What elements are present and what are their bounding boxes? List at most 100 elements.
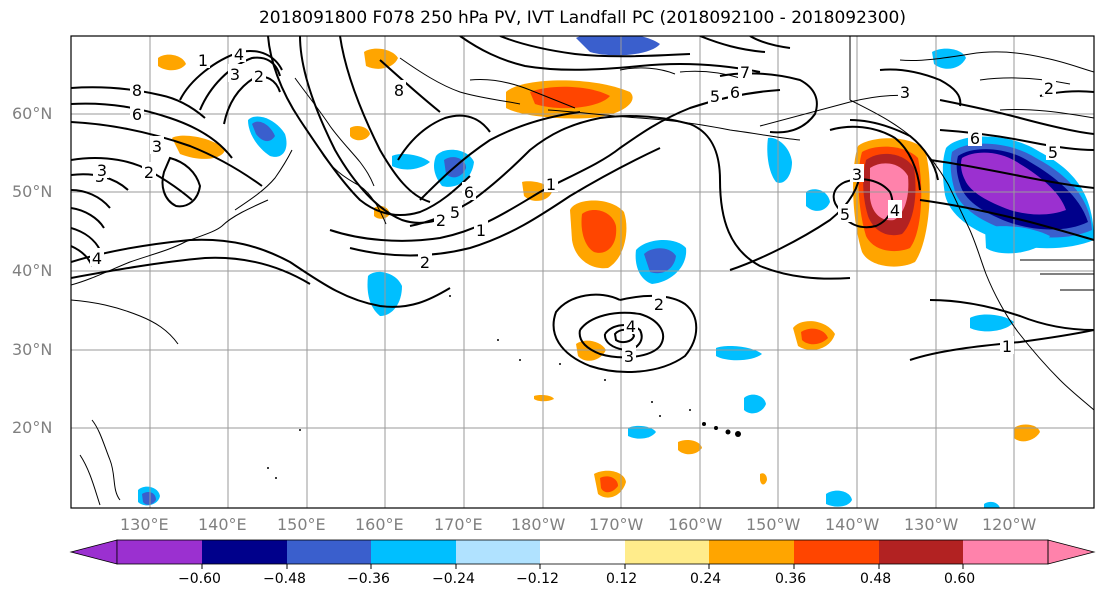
colorbar-bin: [287, 540, 371, 564]
contour-label: 2: [654, 295, 664, 314]
colorbar: [69, 539, 1096, 569]
positive-anomaly-patch: [172, 135, 225, 159]
contour-label: 6: [970, 129, 980, 148]
longitude-label: 160°E: [355, 515, 404, 534]
contour-label: 4: [234, 45, 244, 64]
negative-anomaly-patch: [767, 137, 792, 183]
negative-anomaly-patch: [826, 490, 852, 507]
longitude-label: 180°W: [511, 515, 566, 534]
contour-label: 4: [626, 317, 636, 336]
positive-anomaly-patch: [678, 440, 702, 455]
contour-label: 8: [394, 81, 404, 100]
map-frame: [70, 35, 1095, 509]
colorbar-bin: [879, 540, 963, 564]
contour-label: 5: [450, 203, 460, 222]
contour-label: 1: [476, 221, 486, 240]
latitude-label: 30°N: [12, 340, 53, 359]
contour-label: 3: [624, 347, 634, 366]
longitude-label: 120°W: [982, 515, 1037, 534]
contour-label: 4: [92, 249, 102, 268]
colorbar-tick-label: −0.12: [516, 571, 559, 587]
longitude-label: 160°W: [668, 515, 723, 534]
contour-label: 2: [254, 67, 264, 86]
longitude-label: 150°E: [277, 515, 326, 534]
colorbar-bin: [540, 540, 625, 564]
longitude-label: 140°W: [825, 515, 880, 534]
longitude-label: 130°E: [120, 515, 169, 534]
colorbar-over-arrow: [1047, 539, 1096, 565]
positive-anomaly-patch: [158, 54, 186, 71]
negative-anomaly-patch: [985, 226, 1050, 254]
negative-anomaly-patch: [744, 394, 766, 414]
contour-label: 1: [1002, 337, 1012, 356]
longitude-label: 150°W: [746, 515, 801, 534]
longitude-label: 170°W: [589, 515, 644, 534]
contour-label: 3: [152, 137, 162, 156]
positive-anomaly-patch: [534, 395, 554, 402]
negative-anomaly-patch: [970, 314, 1014, 332]
latitude-label: 20°N: [12, 418, 53, 437]
colorbar-tick-label: 0.36: [775, 571, 807, 587]
contour-label: 2: [1044, 79, 1054, 98]
islands: [267, 295, 741, 479]
negative-anomaly-patch: [932, 48, 966, 69]
latitude-label: 60°N: [12, 104, 53, 123]
positive-anomaly-patch: [350, 126, 370, 141]
contour-label: 3: [230, 65, 240, 84]
colorbar-bin: [963, 540, 1048, 564]
colorbar-tick-label: 0.12: [606, 571, 638, 587]
contour-label: 2: [144, 163, 154, 182]
positive-anomaly-patch: [801, 328, 828, 345]
negative-anomaly-patch: [576, 36, 660, 56]
colorbar-tick-label: 0.48: [860, 571, 892, 587]
colorbar-tick-label: −0.24: [432, 571, 475, 587]
negative-anomaly-patch: [644, 248, 676, 274]
longitude-label: 170°E: [434, 515, 483, 534]
contour-label: 3: [97, 161, 107, 180]
negative-anomaly-patch: [628, 425, 656, 439]
longitude-label: 130°W: [904, 515, 959, 534]
colorbar-tick-label: −0.48: [263, 571, 306, 587]
contour-label: 5: [840, 205, 850, 224]
positive-anomaly-patch: [600, 476, 618, 493]
colorbar-bin: [371, 540, 456, 564]
negative-anomaly-patch: [806, 189, 830, 211]
colorbar-tick-label: −0.36: [347, 571, 390, 587]
contour-label: 3: [852, 165, 862, 184]
contour-label: 4: [890, 201, 900, 220]
contour-label: 8: [132, 81, 142, 100]
negative-anomaly-patch: [392, 154, 430, 170]
negative-anomaly-patch: [984, 501, 1000, 508]
contour-label: 6: [730, 83, 740, 102]
positive-anomaly-patch: [760, 473, 767, 485]
contour-label: 6: [132, 105, 142, 124]
pv-anomaly-shading: [138, 36, 1094, 508]
figure-title: 2018091800 F078 250 hPa PV, IVT Landfall…: [258, 8, 906, 28]
colorbar-tick-label: 0.24: [690, 571, 722, 587]
contour-label: 1: [546, 175, 556, 194]
contour-label-group: 8 6 3 4 2 3 5 4 3 2 8 1 6 5: [90, 44, 1060, 366]
positive-anomaly-patch: [1014, 424, 1040, 442]
colorbar-bin: [456, 540, 540, 564]
latitude-label: 50°N: [12, 182, 53, 201]
contour-label: 7: [740, 63, 750, 82]
positive-anomaly-patch: [530, 86, 610, 109]
contour-label: 2: [436, 211, 446, 230]
colorbar-tick-label: −0.60: [178, 571, 221, 587]
contour-label: 2: [420, 253, 430, 272]
positive-anomaly-patch: [364, 48, 398, 69]
negative-anomaly-patch: [252, 121, 275, 142]
latitude-label: 40°N: [12, 261, 53, 280]
contour-label: 5: [1048, 143, 1058, 162]
negative-anomaly-patch: [142, 492, 156, 505]
colorbar-tick-label: 0.60: [944, 571, 976, 587]
contour-label: 1: [198, 51, 208, 70]
contour-label: 3: [900, 83, 910, 102]
graticule: [71, 36, 1094, 508]
contour-label: 5: [710, 87, 720, 106]
colorbar-bin: [709, 540, 794, 564]
longitude-label: 140°E: [198, 515, 247, 534]
colorbar-bin: [794, 540, 879, 564]
colorbar-bin: [625, 540, 709, 564]
